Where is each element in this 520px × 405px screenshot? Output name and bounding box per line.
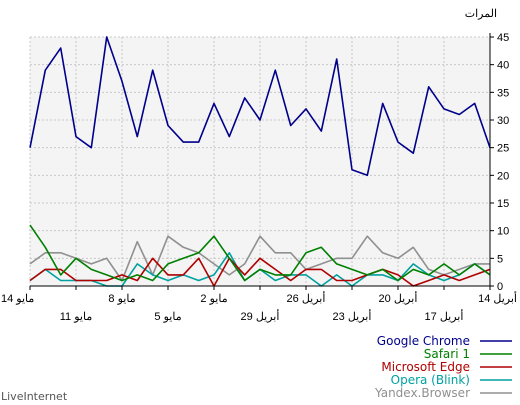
series-line-yandex-browser bbox=[29, 235, 490, 282]
y-tick-label: 20 bbox=[497, 170, 509, 182]
x-tick-label: 17 أبريل bbox=[425, 309, 464, 323]
y-tick-label: 0 bbox=[497, 281, 503, 293]
y-tick-label: 15 bbox=[497, 198, 509, 210]
x-tick-label: 5 مايو bbox=[154, 311, 181, 323]
x-tick-label: 14 مايو bbox=[1, 293, 34, 305]
series-line-google-chrome bbox=[29, 36, 491, 177]
y-tick-label: 45 bbox=[497, 32, 509, 44]
x-tick-label: 8 مايو bbox=[108, 293, 135, 305]
x-tick-label: 20 أبريل bbox=[379, 291, 418, 305]
x-tick-label: 26 أبريل bbox=[287, 291, 326, 305]
series-line-safari-1 bbox=[29, 224, 491, 282]
x-tick-label: 2 مايو bbox=[200, 293, 227, 305]
legend-label: Google Chrome bbox=[377, 334, 470, 348]
y-tick-label: 5 bbox=[497, 253, 503, 265]
legend-label: Opera (Blink) bbox=[391, 373, 470, 387]
y-axis-label: المرات bbox=[465, 8, 497, 20]
legend-label: Safari 1 bbox=[424, 347, 470, 361]
y-tick-label: 30 bbox=[497, 115, 509, 127]
y-tick-label: 10 bbox=[497, 226, 509, 238]
x-tick-label: 14 أبريل bbox=[478, 291, 517, 305]
legend-label: Microsoft Edge bbox=[381, 360, 470, 374]
x-tick-label: 29 أبريل bbox=[241, 309, 280, 323]
legend-label: Yandex.Browser bbox=[374, 386, 470, 400]
y-tick-label: 35 bbox=[497, 87, 509, 99]
x-tick-label: 11 مايو bbox=[60, 311, 93, 323]
x-tick-label: 23 أبريل bbox=[333, 309, 372, 323]
y-tick-label: 40 bbox=[497, 60, 509, 72]
y-tick-label: 25 bbox=[497, 143, 509, 155]
footer-brand: LiveInternet bbox=[1, 390, 68, 403]
